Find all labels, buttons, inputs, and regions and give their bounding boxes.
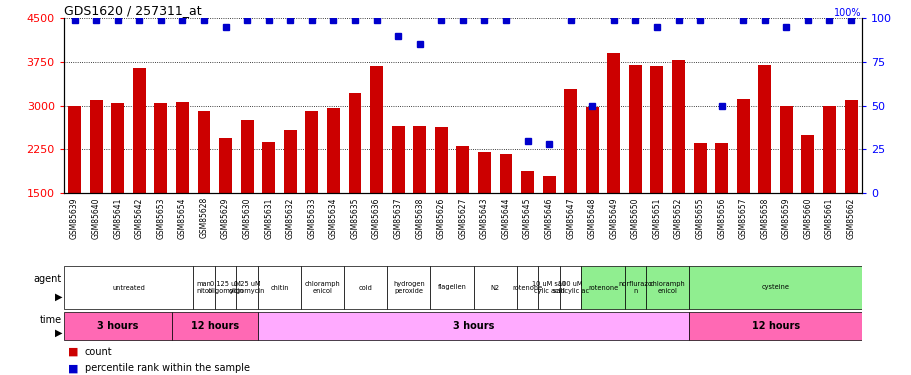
Bar — [193, 266, 215, 309]
Bar — [757, 64, 771, 280]
Bar — [607, 53, 619, 280]
Bar — [473, 266, 517, 309]
Bar — [241, 120, 253, 280]
Text: rotenone: rotenone — [588, 285, 618, 291]
Bar — [779, 106, 792, 280]
Bar — [629, 64, 641, 280]
Text: 100%: 100% — [834, 8, 861, 18]
Text: untreated: untreated — [112, 285, 145, 291]
Text: count: count — [85, 347, 112, 357]
Text: 12 hours: 12 hours — [751, 321, 799, 331]
Text: ■: ■ — [68, 347, 79, 357]
Bar — [68, 105, 81, 280]
Bar — [258, 266, 301, 309]
Bar — [693, 143, 706, 280]
Bar — [198, 111, 210, 280]
Bar — [64, 266, 193, 309]
Text: chitin: chitin — [270, 285, 289, 291]
Bar — [391, 126, 404, 280]
Bar — [689, 312, 861, 340]
Bar — [559, 266, 581, 309]
Bar — [430, 266, 473, 309]
Bar — [327, 108, 340, 280]
Bar — [219, 138, 231, 280]
Bar — [499, 154, 512, 280]
Bar — [537, 266, 559, 309]
Text: cysteine: cysteine — [761, 285, 789, 291]
Text: N2: N2 — [490, 285, 499, 291]
Bar — [301, 266, 343, 309]
Bar — [171, 312, 258, 340]
Bar — [822, 105, 835, 280]
Text: 12 hours: 12 hours — [190, 321, 239, 331]
Text: chloramph
enicol: chloramph enicol — [304, 281, 340, 294]
Text: ■: ■ — [68, 363, 79, 374]
Bar — [262, 142, 275, 280]
Text: 0.125 uM
oligomycin: 0.125 uM oligomycin — [207, 281, 243, 294]
Text: time: time — [40, 315, 62, 325]
Bar — [564, 89, 577, 280]
Bar — [176, 102, 189, 280]
Bar — [236, 266, 258, 309]
Bar — [387, 266, 430, 309]
Bar — [542, 176, 555, 280]
Bar — [64, 312, 171, 340]
Bar — [413, 126, 425, 280]
Text: ▶: ▶ — [55, 327, 62, 338]
Bar — [520, 171, 534, 280]
Text: agent: agent — [34, 273, 62, 284]
Text: rotenone: rotenone — [512, 285, 542, 291]
Bar — [215, 266, 236, 309]
Bar — [305, 111, 318, 280]
Bar — [801, 135, 814, 280]
Text: ▶: ▶ — [55, 291, 62, 302]
Text: hydrogen
peroxide: hydrogen peroxide — [393, 281, 425, 294]
Bar — [650, 66, 662, 280]
Bar — [456, 146, 469, 280]
Bar — [283, 130, 296, 280]
Bar — [111, 103, 124, 280]
Text: 1.25 uM
oligomycin: 1.25 uM oligomycin — [229, 281, 265, 294]
Bar — [624, 266, 646, 309]
Bar — [89, 100, 103, 280]
Bar — [477, 152, 490, 280]
Bar — [689, 266, 861, 309]
Text: man
nitol: man nitol — [197, 281, 211, 294]
Text: cold: cold — [358, 285, 373, 291]
Text: percentile rank within the sample: percentile rank within the sample — [85, 363, 250, 374]
Text: 3 hours: 3 hours — [453, 321, 494, 331]
Bar — [258, 312, 689, 340]
Bar — [133, 68, 146, 280]
Bar — [517, 266, 537, 309]
Bar — [844, 100, 856, 280]
Text: 3 hours: 3 hours — [97, 321, 138, 331]
Bar — [343, 266, 387, 309]
Text: GDS1620 / 257311_at: GDS1620 / 257311_at — [64, 4, 201, 17]
Bar — [435, 126, 447, 280]
Bar — [671, 60, 684, 280]
Bar — [736, 99, 749, 280]
Bar — [154, 103, 168, 280]
Text: flagellen: flagellen — [437, 285, 466, 291]
Text: chloramph
enicol: chloramph enicol — [650, 281, 685, 294]
Bar — [585, 106, 598, 280]
Bar — [646, 266, 689, 309]
Bar — [581, 266, 624, 309]
Text: 100 uM
salicylic ac: 100 uM salicylic ac — [552, 281, 589, 294]
Bar — [370, 66, 383, 280]
Text: 10 uM sali
cylic acid: 10 uM sali cylic acid — [532, 281, 566, 294]
Text: norflurazo
n: norflurazo n — [618, 281, 651, 294]
Bar — [348, 93, 361, 280]
Bar — [714, 143, 727, 280]
